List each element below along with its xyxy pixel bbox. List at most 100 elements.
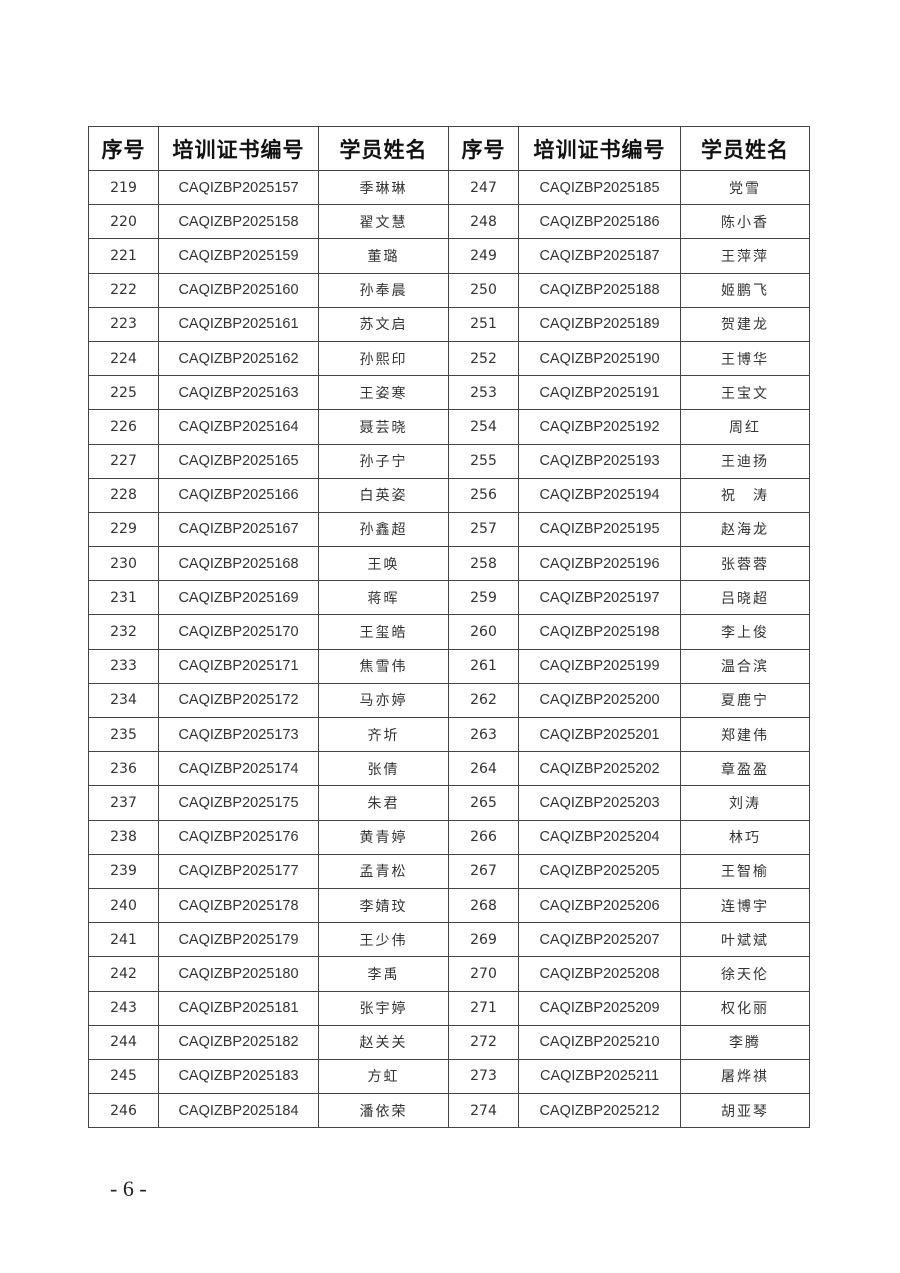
- table-row: 233 CAQIZBP2025171 焦雪伟 261 CAQIZBP2025199 温合滨: [88, 648, 810, 684]
- cert-number-cell: CAQIZBP2025161: [158, 306, 319, 342]
- serial-cell: 238: [88, 819, 159, 855]
- trainee-certificate-table: 序号 培训证书编号 学员姓名 序号 培训证书编号 学员姓名 219 CAQIZBP20251…: [88, 126, 810, 1129]
- serial-cell: 221: [88, 238, 159, 274]
- cert-number-cell: CAQIZBP2025189: [518, 306, 681, 342]
- cert-number-cell: CAQIZBP2025181: [158, 990, 319, 1026]
- cert-number-cell: CAQIZBP2025210: [518, 1024, 681, 1060]
- serial-cell: 219: [88, 169, 159, 206]
- cert-number-cell: CAQIZBP2025175: [158, 785, 319, 821]
- table-row: 240 CAQIZBP2025178 李婧玟 268 CAQIZBP2025206 连博宇: [88, 887, 810, 924]
- serial-cell: 262: [448, 682, 519, 719]
- table-row: 246 CAQIZBP2025184 潘依荣 274 CAQIZBP2025212 胡亚琴: [88, 1093, 810, 1129]
- cert-number-cell: CAQIZBP2025162: [158, 340, 319, 377]
- cert-number-header: 培训证书编号: [518, 126, 681, 171]
- name-cell: 季琳琳: [318, 169, 449, 206]
- name-cell: 李腾: [680, 1024, 810, 1060]
- cert-number-cell: CAQIZBP2025179: [158, 922, 319, 958]
- serial-cell: 258: [448, 546, 519, 582]
- table-row: 234 CAQIZBP2025172 马亦婷 262 CAQIZBP2025200 夏鹿宁: [88, 682, 810, 719]
- cert-number-cell: CAQIZBP2025190: [518, 340, 681, 377]
- serial-cell: 231: [88, 580, 159, 616]
- serial-cell: 269: [448, 922, 519, 958]
- table-row: 241 CAQIZBP2025179 王少伟 269 CAQIZBP2025207 叶斌斌: [88, 922, 810, 958]
- cert-number-cell: CAQIZBP2025183: [158, 1058, 319, 1095]
- table-row: 243 CAQIZBP2025181 张宇婷 271 CAQIZBP2025209 权化丽: [88, 990, 810, 1026]
- table-row: 236 CAQIZBP2025174 张倩 264 CAQIZBP2025202 章盈盈: [88, 751, 810, 787]
- serial-cell: 251: [448, 306, 519, 342]
- serial-cell: 220: [88, 204, 159, 240]
- cert-number-cell: CAQIZBP2025192: [518, 409, 681, 445]
- serial-cell: 226: [88, 409, 159, 445]
- cert-number-cell: CAQIZBP2025191: [518, 375, 681, 411]
- serial-cell: 239: [88, 853, 159, 889]
- name-cell: 黄青婷: [318, 819, 449, 855]
- cert-number-cell: CAQIZBP2025193: [518, 443, 681, 479]
- name-cell: 温合滨: [680, 648, 810, 684]
- cert-number-cell: CAQIZBP2025184: [158, 1093, 319, 1129]
- cert-number-cell: CAQIZBP2025180: [158, 956, 319, 992]
- cert-number-cell: CAQIZBP2025177: [158, 853, 319, 889]
- cert-number-cell: CAQIZBP2025196: [518, 546, 681, 582]
- serial-cell: 246: [88, 1093, 159, 1129]
- name-cell: 王少伟: [318, 922, 449, 958]
- cert-number-cell: CAQIZBP2025200: [518, 682, 681, 719]
- serial-cell: 250: [448, 272, 519, 308]
- cert-number-cell: CAQIZBP2025205: [518, 853, 681, 889]
- cert-number-cell: CAQIZBP2025174: [158, 751, 319, 787]
- table-row: 227 CAQIZBP2025165 孙子宁 255 CAQIZBP2025193 王迪扬: [88, 443, 810, 479]
- cert-number-cell: CAQIZBP2025168: [158, 546, 319, 582]
- table-row: 228 CAQIZBP2025166 白英姿 256 CAQIZBP2025194 祝 涛: [88, 477, 810, 513]
- name-cell: 王玺皓: [318, 614, 449, 650]
- cert-number-header: 培训证书编号: [158, 126, 319, 171]
- name-cell: 夏鹿宁: [680, 682, 810, 719]
- cert-number-cell: CAQIZBP2025188: [518, 272, 681, 308]
- serial-header: 序号: [448, 126, 519, 171]
- cert-number-cell: CAQIZBP2025173: [158, 716, 319, 753]
- serial-cell: 232: [88, 614, 159, 650]
- cert-number-cell: CAQIZBP2025203: [518, 785, 681, 821]
- table-row: 237 CAQIZBP2025175 朱君 265 CAQIZBP2025203 刘涛: [88, 785, 810, 821]
- table-row: 224 CAQIZBP2025162 孙熙印 252 CAQIZBP2025190 王博华: [88, 340, 810, 377]
- table-row: 230 CAQIZBP2025168 王唤 258 CAQIZBP2025196 张蓉蓉: [88, 546, 810, 582]
- table-row: 239 CAQIZBP2025177 孟青松 267 CAQIZBP2025205 王智榆: [88, 853, 810, 889]
- serial-cell: 268: [448, 887, 519, 924]
- serial-cell: 252: [448, 340, 519, 377]
- name-cell: 李禹: [318, 956, 449, 992]
- cert-number-cell: CAQIZBP2025176: [158, 819, 319, 855]
- table-row: 229 CAQIZBP2025167 孙鑫超 257 CAQIZBP2025195 赵海龙: [88, 511, 810, 548]
- name-cell: 赵海龙: [680, 511, 810, 548]
- serial-cell: 253: [448, 375, 519, 411]
- table-row: 244 CAQIZBP2025182 赵关关 272 CAQIZBP2025210 李腾: [88, 1024, 810, 1060]
- cert-number-cell: CAQIZBP2025195: [518, 511, 681, 548]
- name-cell: 屠烨祺: [680, 1058, 810, 1095]
- serial-cell: 227: [88, 443, 159, 479]
- cert-number-cell: CAQIZBP2025178: [158, 887, 319, 924]
- serial-cell: 234: [88, 682, 159, 719]
- name-cell: 方虹: [318, 1058, 449, 1095]
- serial-cell: 240: [88, 887, 159, 924]
- cert-number-cell: CAQIZBP2025167: [158, 511, 319, 548]
- name-cell: 孙奉晨: [318, 272, 449, 308]
- name-cell: 李婧玟: [318, 887, 449, 924]
- serial-cell: 271: [448, 990, 519, 1026]
- serial-cell: 257: [448, 511, 519, 548]
- serial-cell: 235: [88, 716, 159, 753]
- serial-cell: 225: [88, 375, 159, 411]
- cert-number-cell: CAQIZBP2025207: [518, 922, 681, 958]
- table-row: 238 CAQIZBP2025176 黄青婷 266 CAQIZBP2025204 林巧: [88, 819, 810, 855]
- cert-number-cell: CAQIZBP2025171: [158, 648, 319, 684]
- serial-cell: 245: [88, 1058, 159, 1095]
- serial-cell: 259: [448, 580, 519, 616]
- serial-header: 序号: [88, 126, 159, 171]
- name-cell: 赵关关: [318, 1024, 449, 1060]
- serial-cell: 272: [448, 1024, 519, 1060]
- table-row: 226 CAQIZBP2025164 聂芸晓 254 CAQIZBP2025192 周红: [88, 409, 810, 445]
- cert-number-cell: CAQIZBP2025163: [158, 375, 319, 411]
- serial-cell: 270: [448, 956, 519, 992]
- cert-number-cell: CAQIZBP2025159: [158, 238, 319, 274]
- cert-number-cell: CAQIZBP2025157: [158, 169, 319, 206]
- table-row: 232 CAQIZBP2025170 王玺皓 260 CAQIZBP2025198 李上俊: [88, 614, 810, 650]
- table-row: 223 CAQIZBP2025161 苏文启 251 CAQIZBP2025189 贺建龙: [88, 306, 810, 342]
- serial-cell: 248: [448, 204, 519, 240]
- table-row: 242 CAQIZBP2025180 李禹 270 CAQIZBP2025208 徐天伦: [88, 956, 810, 992]
